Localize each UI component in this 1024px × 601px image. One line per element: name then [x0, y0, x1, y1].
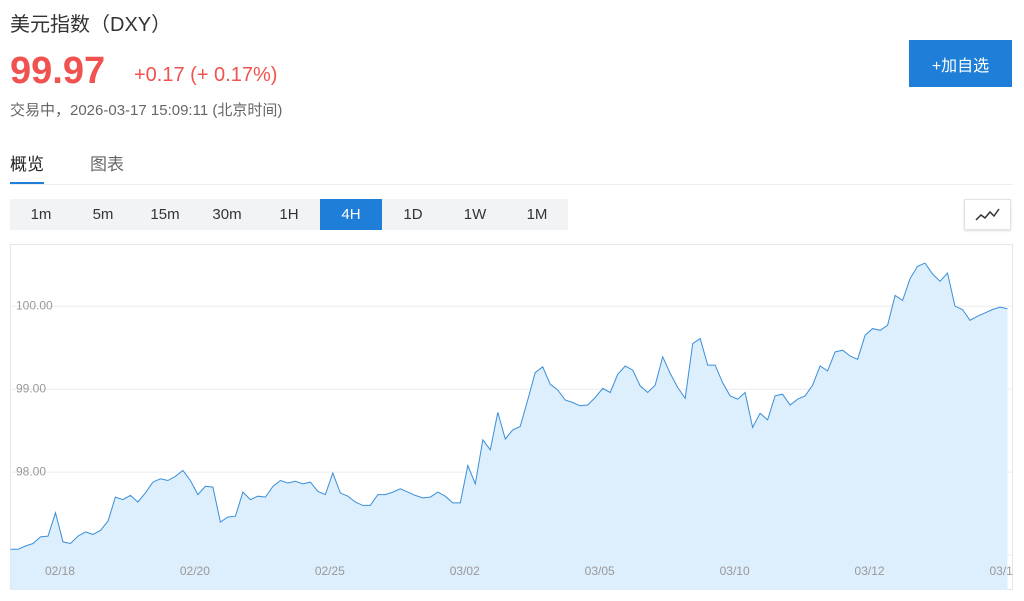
line — [10, 262, 1008, 550]
interval-button[interactable]: 1W — [463, 206, 487, 223]
x-tick-label: 03/12 — [855, 564, 885, 578]
y-tick-label: 98.00 — [16, 464, 46, 478]
line-icon — [975, 208, 1000, 221]
x-tick-label: 03/05 — [585, 564, 615, 578]
y-tick-label: 100.00 — [16, 298, 53, 312]
chart-style-button[interactable] — [964, 199, 1011, 230]
y-tick-label: 99.00 — [16, 381, 46, 395]
change: +0.17 (+ 0.17%) — [134, 64, 278, 86]
interval-button[interactable]: 4H — [320, 199, 382, 230]
title: 美元指数（DXY） — [10, 14, 172, 36]
status: 交易中，2026-03-17 15:09:11 (北京时间) — [10, 102, 283, 119]
interval-button[interactable]: 1H — [279, 206, 299, 223]
x-tick-label: 02/18 — [45, 564, 75, 578]
interval-button[interactable]: 15m — [150, 206, 180, 223]
price: 99.97 — [10, 50, 106, 92]
tab[interactable]: 图表 — [90, 155, 124, 174]
divider — [10, 184, 1013, 185]
x-tick-label: 03/17 — [989, 564, 1013, 578]
interval-button[interactable]: 1D — [403, 206, 423, 223]
interval-button[interactable]: 1M — [526, 206, 548, 223]
tab[interactable]: 概览 — [10, 150, 44, 185]
interval-button[interactable]: 5m — [92, 206, 114, 223]
area — [10, 263, 1008, 590]
x-tick-label: 02/25 — [315, 564, 345, 578]
interval-bar: 1m 5m 15m 30m 1H 4H 1D 1W 1M — [10, 199, 568, 230]
x-tick-label: 03/10 — [720, 564, 750, 578]
x-tick-label: 03/02 — [450, 564, 480, 578]
chart: 97.0098.0099.00100.0002/1802/2002/2503/0… — [10, 244, 1013, 590]
x-tick-label: 02/20 — [180, 564, 210, 578]
interval-button[interactable]: 1m — [30, 206, 52, 223]
add-watchlist-button[interactable]: +加自选 — [909, 40, 1012, 87]
tabs: 概览 图表 — [10, 150, 124, 185]
interval-button[interactable]: 30m — [212, 206, 242, 223]
